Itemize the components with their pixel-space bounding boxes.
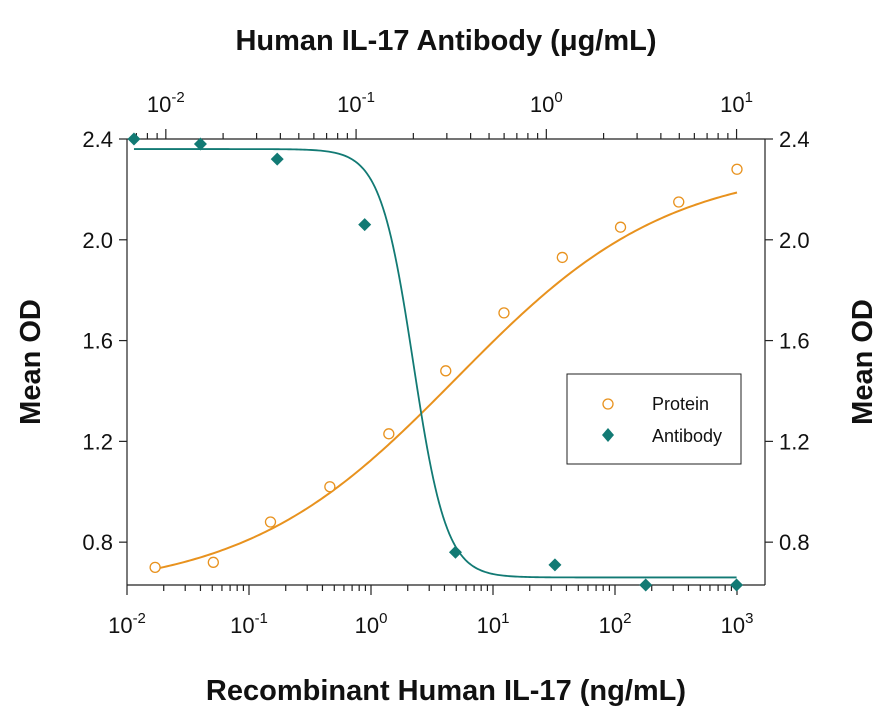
protein-point bbox=[498, 307, 510, 319]
antibody-point bbox=[127, 132, 141, 146]
antibody-fit-curve bbox=[133, 148, 737, 579]
y-tick-label-right: 2.0 bbox=[779, 228, 810, 253]
antibody-point bbox=[730, 578, 744, 592]
y-tick-label-right: 1.6 bbox=[779, 329, 810, 354]
antibody-point bbox=[448, 545, 462, 559]
x-top-tick-label: 100 bbox=[530, 89, 563, 117]
x-top-tick-label: 10-2 bbox=[147, 89, 185, 117]
y-tick-label-right: 2.4 bbox=[779, 127, 810, 152]
protein-point bbox=[614, 221, 627, 233]
data-points bbox=[127, 132, 744, 592]
x-tick-label: 101 bbox=[477, 610, 510, 638]
x-tick-label: 102 bbox=[599, 610, 632, 638]
antibody-point bbox=[548, 558, 562, 572]
protein-point bbox=[440, 365, 452, 377]
antibody-point bbox=[270, 152, 284, 166]
x-tick-label: 100 bbox=[355, 610, 388, 638]
y-tick-label-left: 1.2 bbox=[82, 429, 113, 454]
protein-point bbox=[324, 481, 336, 493]
protein-point bbox=[264, 516, 277, 528]
y-tick-label-left: 2.0 bbox=[82, 228, 113, 253]
x-top-tick-label: 10-1 bbox=[337, 89, 375, 117]
antibody-point bbox=[358, 218, 372, 232]
fit-curves bbox=[133, 148, 738, 579]
y-tick-label-left: 1.6 bbox=[82, 329, 113, 354]
x-axis-title: Recombinant Human IL-17 (ng/mL) bbox=[206, 675, 686, 707]
y-tick-label-right: 0.8 bbox=[779, 530, 810, 555]
legend-antibody-marker bbox=[602, 428, 614, 442]
y-axis-title-left: Mean OD bbox=[15, 299, 47, 425]
y-axis-title-right: Mean OD bbox=[847, 299, 879, 425]
legend: Protein Antibody bbox=[566, 373, 742, 465]
legend-box bbox=[566, 373, 742, 465]
top-axis-title: Human IL-17 Antibody (μg/mL) bbox=[235, 25, 656, 57]
antibody-point bbox=[193, 137, 207, 151]
protein-point bbox=[673, 196, 685, 208]
axis-ticks: 0.8 0.8 1.2 1.2 1.6 1.6 2.0 2.0 2.4 2.4 10-2 10-1 10… bbox=[82, 89, 809, 638]
protein-point bbox=[731, 163, 743, 175]
y-tick-label-left: 0.8 bbox=[82, 530, 113, 555]
x-tick-label: 10-1 bbox=[230, 610, 268, 638]
x-tick-label: 103 bbox=[721, 610, 754, 638]
protein-point bbox=[556, 251, 568, 264]
antibody-point bbox=[639, 578, 653, 592]
y-tick-label-right: 1.2 bbox=[779, 429, 810, 454]
protein-fit-curve bbox=[154, 191, 738, 570]
legend-antibody-label: Antibody bbox=[652, 426, 722, 446]
y-tick-label-left: 2.4 bbox=[82, 127, 113, 152]
x-top-tick-label: 101 bbox=[720, 89, 753, 117]
legend-protein-marker bbox=[602, 398, 614, 410]
protein-point bbox=[383, 428, 395, 440]
legend-protein-label: Protein bbox=[652, 394, 709, 414]
x-tick-label: 10-2 bbox=[108, 610, 146, 638]
protein-point bbox=[149, 561, 161, 574]
protein-point bbox=[207, 556, 219, 568]
